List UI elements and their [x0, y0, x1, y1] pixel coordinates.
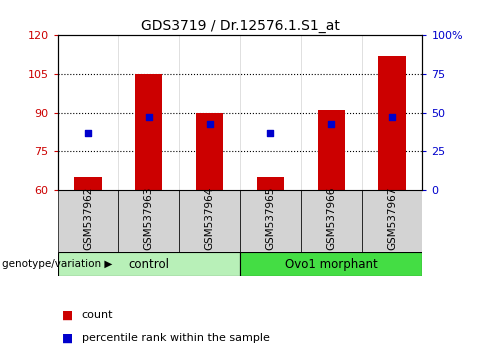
Point: [206, 121, 214, 126]
Bar: [301, 190, 361, 252]
Bar: [196, 113, 223, 190]
Bar: [240, 190, 301, 252]
Text: GSM537964: GSM537964: [204, 186, 215, 250]
Text: ■: ■: [62, 332, 73, 344]
Text: Ovo1 morphant: Ovo1 morphant: [285, 258, 378, 270]
Point: [84, 130, 92, 136]
Text: ■: ■: [62, 309, 73, 321]
Bar: [119, 190, 179, 252]
Point: [145, 115, 153, 120]
Text: control: control: [128, 258, 169, 270]
Point: [327, 121, 335, 126]
Bar: [240, 252, 422, 276]
Title: GDS3719 / Dr.12576.1.S1_at: GDS3719 / Dr.12576.1.S1_at: [141, 19, 339, 33]
Text: GSM537965: GSM537965: [265, 186, 276, 250]
Bar: [378, 56, 406, 190]
Text: GSM537967: GSM537967: [387, 186, 397, 250]
Text: GSM537966: GSM537966: [326, 186, 336, 250]
Bar: [58, 190, 119, 252]
Bar: [135, 74, 162, 190]
Bar: [361, 190, 422, 252]
Bar: [58, 252, 240, 276]
Point: [388, 115, 396, 120]
Bar: [317, 110, 345, 190]
Point: [266, 130, 274, 136]
Bar: [257, 177, 284, 190]
Bar: [74, 177, 102, 190]
Text: percentile rank within the sample: percentile rank within the sample: [82, 333, 269, 343]
Text: GSM537962: GSM537962: [83, 186, 93, 250]
Bar: [179, 190, 240, 252]
Text: GSM537963: GSM537963: [144, 186, 154, 250]
Text: genotype/variation ▶: genotype/variation ▶: [2, 259, 113, 269]
Text: count: count: [82, 310, 113, 320]
